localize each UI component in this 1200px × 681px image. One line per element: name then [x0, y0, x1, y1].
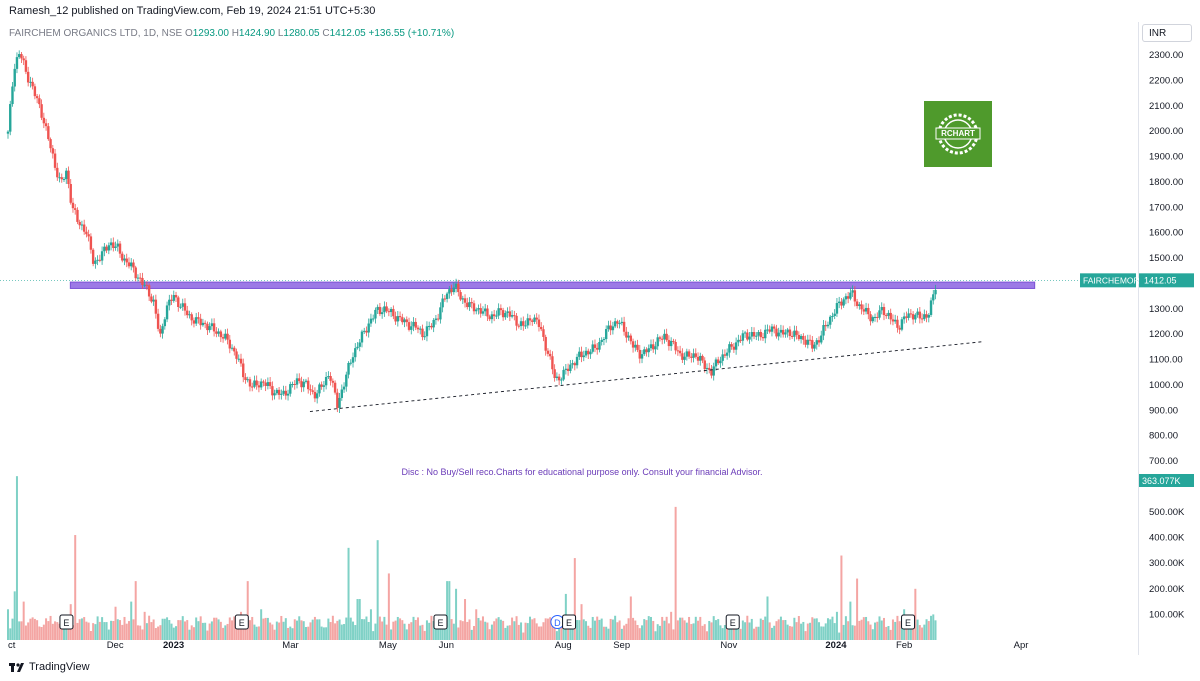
price-tick-label: 2200.00 — [1149, 75, 1183, 86]
volume-tick-label: 500.00K — [1149, 507, 1185, 518]
logo-text: RCHART — [941, 129, 975, 138]
volume-last-text: 363.077K — [1142, 476, 1181, 486]
price-tick-label: 900.00 — [1149, 405, 1178, 416]
volume-tick-label: 300.00K — [1149, 558, 1185, 569]
symbol-legend: FAIRCHEM ORGANICS LTD, 1D, NSE O1293.00 … — [9, 28, 455, 39]
price-tick-label: 1000.00 — [1149, 380, 1183, 391]
open-value: 1293.00 — [192, 28, 229, 39]
last-price-value-badge — [1139, 273, 1194, 288]
volume-tick-label: 200.00K — [1149, 584, 1185, 595]
publisher-header: Ramesh_12 published on TradingView.com, … — [9, 5, 376, 17]
price-tick-label: 1200.00 — [1149, 329, 1183, 340]
footer-brand[interactable]: TradingView — [9, 661, 90, 673]
symbol-name: FAIRCHEM ORGANICS LTD, 1D, NSE — [9, 28, 183, 39]
price-tick-label: 2100.00 — [1149, 101, 1183, 112]
price-tick-label: 1400.00 — [1149, 278, 1183, 289]
price-tick-label: 1600.00 — [1149, 228, 1183, 239]
price-tick-label: 2000.00 — [1149, 126, 1183, 137]
price-tick-label: 1500.00 — [1149, 253, 1183, 264]
change-value: +136.55 (+10.71%) — [368, 28, 455, 39]
volume-tick-label: 400.00K — [1149, 533, 1185, 544]
high-value: 1424.90 — [238, 28, 276, 39]
price-tick-label: 1900.00 — [1149, 152, 1183, 163]
chart-pane[interactable] — [0, 22, 1139, 655]
gear-icon — [935, 113, 981, 155]
low-value: 1280.05 — [283, 28, 320, 39]
price-tick-label: 1800.00 — [1149, 177, 1183, 188]
footer-brand-text: TradingView — [29, 661, 90, 673]
price-tick-label: 1700.00 — [1149, 202, 1183, 213]
tradingview-logo-icon — [9, 662, 24, 672]
price-tick-label: 1300.00 — [1149, 304, 1183, 315]
last-price-value-text: 1412.05 — [1144, 275, 1177, 285]
price-tick-label: 1100.00 — [1149, 355, 1183, 366]
close-value: 1412.05 — [329, 28, 366, 39]
price-tick-label: 2300.00 — [1149, 50, 1183, 61]
rchart-logo: RCHART — [924, 101, 992, 167]
volume-tick-label: 100.00K — [1149, 609, 1185, 620]
currency-button[interactable]: INR — [1142, 24, 1192, 42]
price-tick-label: 700.00 — [1149, 456, 1178, 467]
volume-last-badge — [1139, 474, 1194, 487]
price-tick-label: 800.00 — [1149, 431, 1178, 442]
